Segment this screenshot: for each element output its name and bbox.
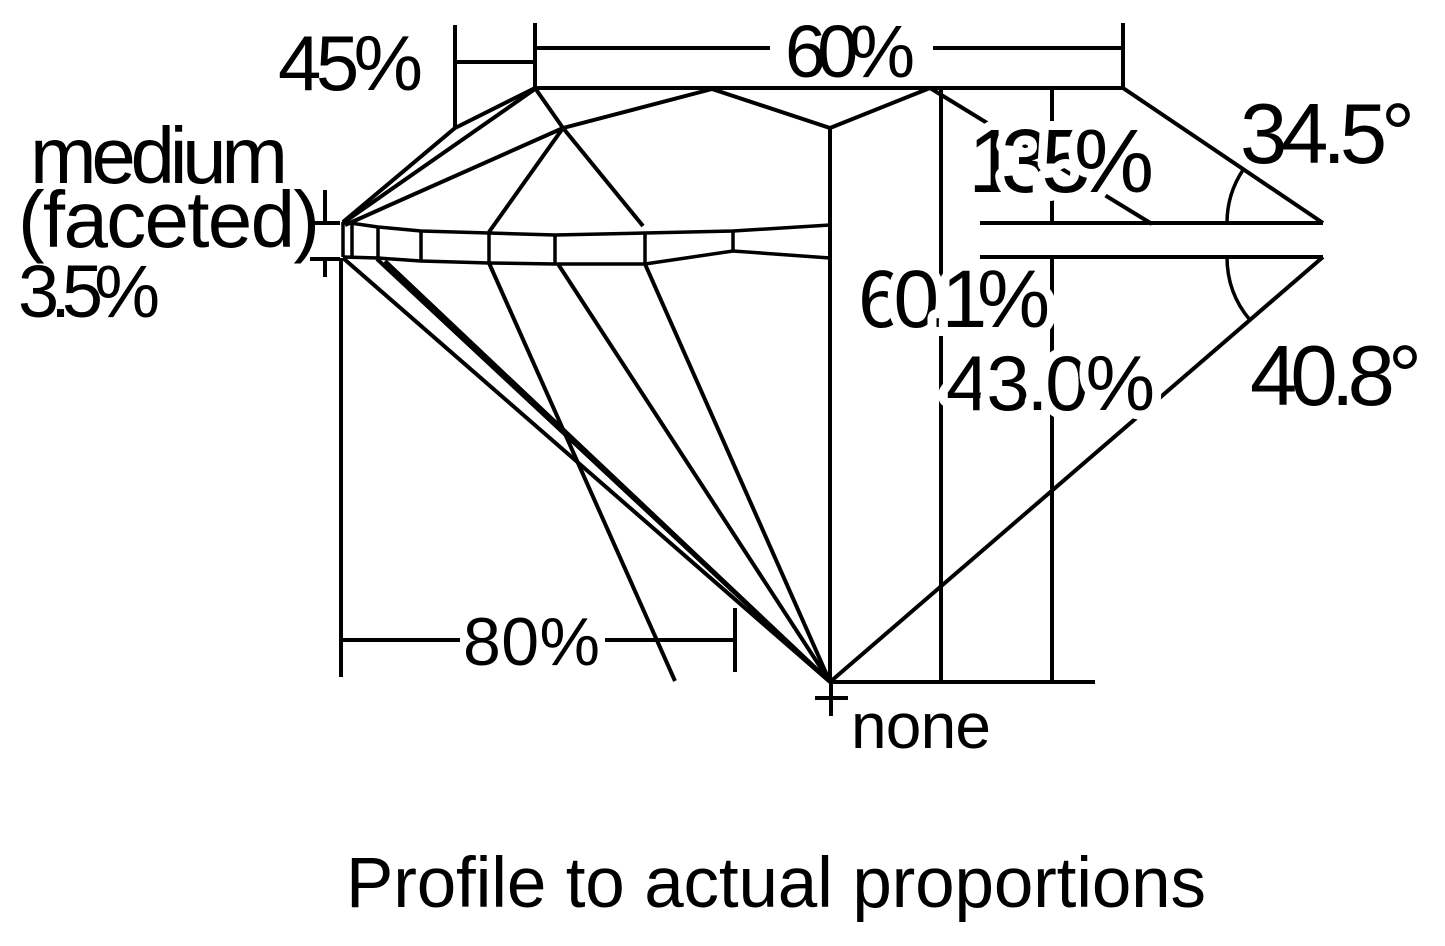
bezel-edge-center-right xyxy=(829,86,931,130)
bezel-edge-right-long xyxy=(928,86,1154,226)
pavilion-main-edge-2 xyxy=(643,263,832,683)
bezel-edge-down-right xyxy=(561,126,645,228)
table-size-label: 60% xyxy=(785,10,915,93)
crown-facets xyxy=(341,86,1325,234)
lower-girdle-edge-b xyxy=(383,259,825,677)
girdle-label-line1: medium xyxy=(30,111,288,200)
girdle-top-edge xyxy=(342,220,831,237)
star-length-label: 45% xyxy=(278,19,423,107)
total-depth-label: 60.1% xyxy=(858,254,1050,345)
crown-low-edge-left xyxy=(344,126,564,227)
crown-chord-left xyxy=(341,87,537,225)
labels: 45% 60% medium (faceted) 3.5% 13.5% 34.5… xyxy=(18,10,1422,923)
bezel-edge-down-left xyxy=(487,126,565,234)
angle-arcs xyxy=(1225,169,1252,322)
crown-silhouette-right xyxy=(1121,86,1325,225)
crown-silhouette-left xyxy=(341,86,536,224)
caption: Profile to actual proportions xyxy=(346,844,1206,923)
star-facet-edge-2 xyxy=(562,87,713,130)
girdle-label-line2: (faceted) xyxy=(18,175,320,264)
star-facet-edge-1 xyxy=(533,86,565,130)
pavilion-silhouette-left xyxy=(341,256,832,684)
girdle-label-line3: 3.5% xyxy=(18,250,160,333)
lower-girdle-ridge xyxy=(487,262,677,682)
dimension-lines xyxy=(310,23,1323,716)
girdle-bottom-edge xyxy=(342,249,831,266)
pavilion-main-edge-1 xyxy=(556,262,832,684)
crown-angle-arc xyxy=(1225,169,1245,224)
crown-angle-label: 34.5° xyxy=(1240,87,1415,182)
pavilion-facets xyxy=(341,128,1325,684)
pavilion-depth-label: 43.0% xyxy=(946,339,1155,427)
pavilion-angle-arc xyxy=(1225,256,1252,322)
girdle-band xyxy=(341,220,831,266)
lower-girdle-label: 80% xyxy=(463,604,600,680)
culet-label: none xyxy=(851,690,991,762)
bezel-edge-center-left xyxy=(711,87,831,130)
crown-height-label: 13.5% xyxy=(968,112,1154,212)
pavilion-angle-label: 40.8° xyxy=(1250,329,1422,424)
pavilion-silhouette-right xyxy=(828,255,1325,684)
